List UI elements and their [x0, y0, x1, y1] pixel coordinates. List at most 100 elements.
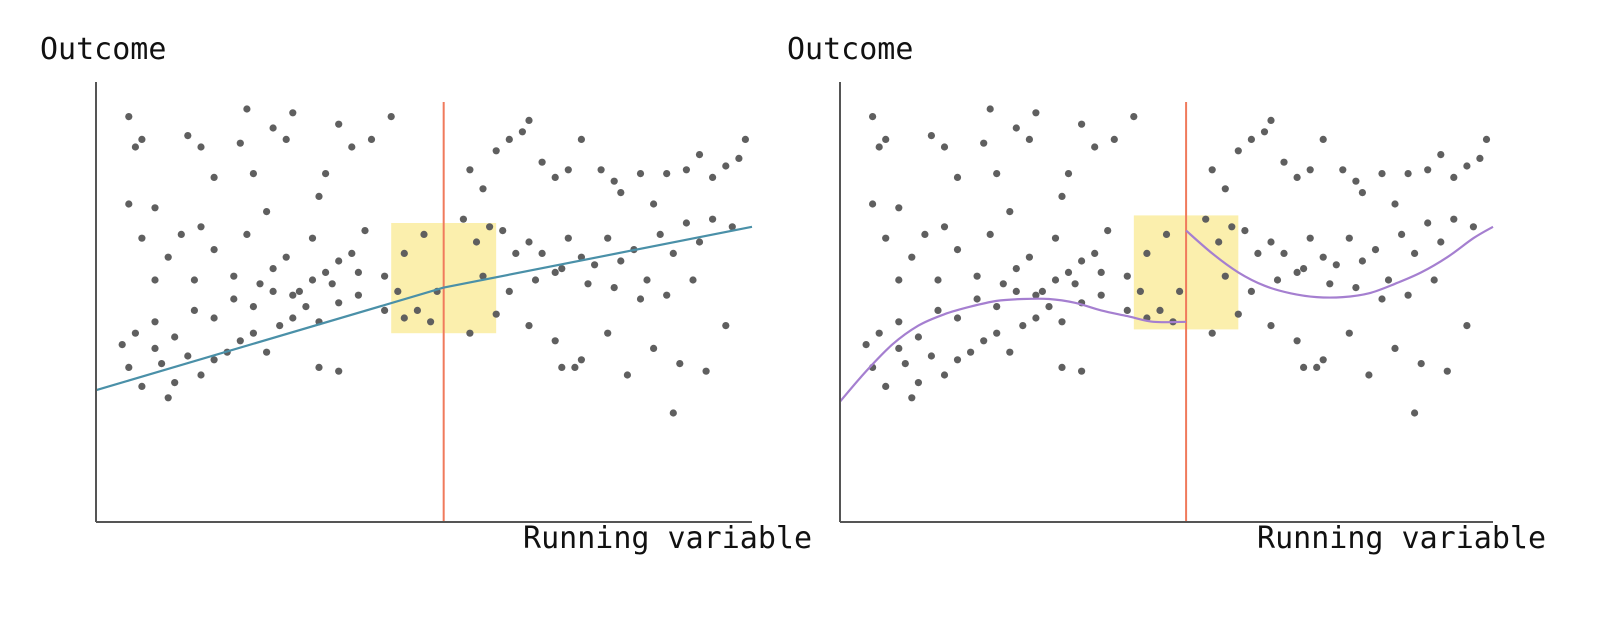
data-point — [381, 306, 389, 314]
data-point — [577, 135, 586, 143]
data-point — [118, 341, 126, 349]
data-point — [151, 344, 159, 352]
data-point — [1221, 272, 1229, 280]
data-point — [269, 124, 277, 132]
fit-segment-above-cutoff — [443, 225, 753, 289]
data-point — [604, 234, 612, 242]
data-point — [1143, 249, 1151, 257]
data-point — [914, 379, 923, 387]
data-point — [1058, 192, 1066, 200]
data-point — [249, 329, 257, 337]
data-point — [1032, 291, 1040, 299]
data-point — [538, 158, 546, 166]
data-point — [1404, 170, 1412, 178]
data-point — [1293, 337, 1301, 345]
data-point — [348, 249, 356, 257]
data-point — [650, 344, 658, 352]
data-point — [1208, 166, 1216, 174]
data-point — [1319, 356, 1327, 364]
data-point — [210, 356, 218, 364]
data-point — [269, 265, 277, 273]
data-point — [1319, 253, 1327, 261]
data-point — [1424, 166, 1432, 174]
data-point — [282, 135, 290, 143]
data-point — [1051, 276, 1060, 284]
data-point — [1247, 135, 1255, 143]
data-point — [1319, 135, 1327, 143]
data-point — [131, 329, 139, 337]
data-point — [722, 322, 730, 330]
data-point — [138, 135, 146, 143]
data-point — [1202, 215, 1210, 223]
data-point — [1097, 268, 1105, 276]
data-point — [138, 234, 146, 242]
data-point — [505, 287, 513, 295]
right-chart-panel: Outcome Running variable — [787, 32, 1546, 556]
data-point — [1221, 185, 1229, 193]
data-point — [151, 318, 159, 326]
data-point — [1463, 162, 1471, 170]
data-point — [361, 227, 369, 235]
right-y-axis-title: Outcome — [787, 32, 913, 67]
data-point — [420, 230, 428, 238]
data-point — [1384, 276, 1393, 284]
data-point — [1450, 215, 1458, 223]
data-point — [276, 322, 284, 330]
data-point — [604, 329, 612, 337]
data-point — [1378, 170, 1386, 178]
data-point — [869, 200, 877, 208]
data-point — [610, 177, 618, 185]
data-point — [249, 303, 257, 311]
data-point — [993, 303, 1001, 311]
data-point — [466, 329, 474, 337]
data-point — [895, 204, 903, 212]
data-point — [164, 394, 172, 402]
data-point — [875, 143, 883, 151]
data-point — [400, 249, 408, 257]
data-point — [335, 120, 343, 128]
data-point — [367, 135, 376, 143]
data-point — [249, 170, 257, 178]
data-point — [564, 166, 572, 174]
data-point — [387, 113, 395, 121]
data-point — [934, 276, 942, 284]
data-point — [1019, 322, 1027, 330]
data-point — [269, 287, 277, 295]
data-point — [980, 337, 988, 345]
data-point — [197, 371, 205, 379]
data-point — [862, 341, 870, 349]
data-point — [210, 314, 218, 322]
data-point — [1424, 219, 1432, 227]
data-point — [256, 280, 264, 288]
data-point — [302, 303, 310, 311]
data-point — [551, 173, 559, 181]
data-point — [197, 223, 205, 231]
data-point — [1064, 170, 1073, 178]
data-point — [348, 143, 356, 151]
data-point — [1358, 189, 1366, 197]
data-point — [650, 200, 658, 208]
data-point — [656, 230, 664, 238]
data-point — [921, 230, 929, 238]
data-point — [551, 268, 559, 276]
data-point — [1437, 238, 1445, 246]
data-point — [1482, 135, 1491, 143]
data-point — [308, 276, 317, 284]
data-point — [328, 280, 336, 288]
data-point — [1032, 314, 1040, 322]
data-point — [1110, 135, 1118, 143]
data-point — [1450, 173, 1458, 181]
data-point — [1162, 230, 1171, 238]
data-point — [1371, 246, 1380, 254]
data-point — [1215, 238, 1223, 246]
data-point — [1332, 261, 1340, 269]
data-point — [459, 215, 467, 223]
data-point — [1091, 143, 1099, 151]
data-point — [1326, 280, 1334, 288]
data-point — [125, 363, 133, 371]
data-point — [940, 371, 949, 379]
data-point — [882, 382, 890, 390]
data-point — [953, 246, 962, 254]
data-point — [695, 151, 704, 159]
